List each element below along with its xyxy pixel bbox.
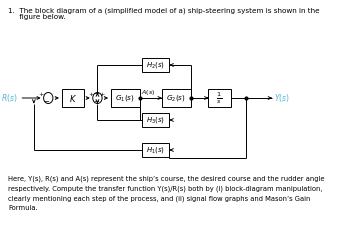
Text: respectively. Compute the transfer function Y(s)/R(s) both by (i) block-diagram : respectively. Compute the transfer funct… [8, 185, 323, 192]
Bar [142, 58, 169, 72]
Text: figure below.: figure below. [8, 14, 66, 20]
Text: clearly mentioning each step of the process, and (ii) signal flow graphs and Mas: clearly mentioning each step of the proc… [8, 195, 311, 201]
Text: Here, Y(s), R(s) and A(s) represent the ship’s course, the desired course and th: Here, Y(s), R(s) and A(s) represent the … [8, 175, 325, 181]
Text: $Y(s)$: $Y(s)$ [274, 92, 290, 104]
Bar [111, 89, 140, 107]
Text: $R(s)$: $R(s)$ [1, 92, 18, 104]
Text: +: + [99, 91, 104, 97]
Text: +: + [88, 91, 93, 97]
Text: $H_1(s)$: $H_1(s)$ [146, 145, 166, 155]
Bar [62, 89, 84, 107]
Bar [142, 113, 169, 127]
Text: +: + [39, 91, 44, 97]
Text: $G_1(s)$: $G_1(s)$ [116, 93, 135, 103]
Text: −: − [93, 99, 99, 105]
Bar [209, 89, 231, 107]
Circle shape [44, 93, 53, 103]
Text: $\frac{1}{s}$: $\frac{1}{s}$ [217, 90, 223, 106]
Text: $K$: $K$ [69, 93, 77, 103]
Text: −: − [93, 91, 99, 97]
Circle shape [93, 93, 102, 103]
Bar [162, 89, 191, 107]
Text: Formula.: Formula. [8, 205, 38, 211]
Text: 1.  The block diagram of a (simplified model of a) ship-steering system is shown: 1. The block diagram of a (simplified mo… [8, 7, 320, 13]
Text: $A(s)$: $A(s)$ [141, 87, 155, 97]
Text: $H_3(s)$: $H_3(s)$ [146, 115, 166, 125]
Text: −: − [44, 99, 49, 105]
Text: $H_2(s)$: $H_2(s)$ [146, 60, 166, 70]
Text: $G_2(s)$: $G_2(s)$ [166, 93, 186, 103]
Bar [142, 143, 169, 157]
